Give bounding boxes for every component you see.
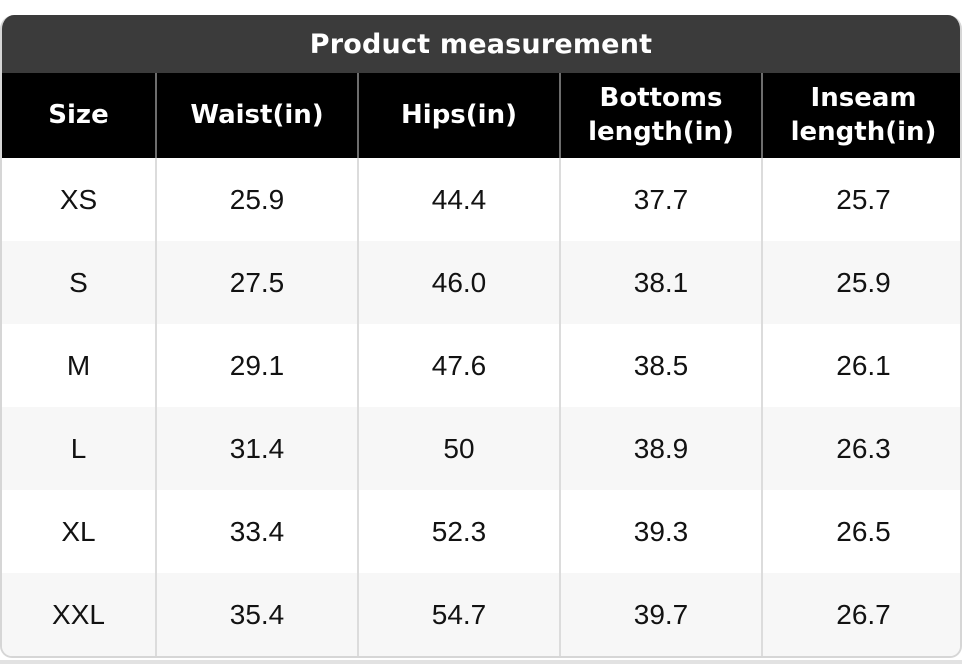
table-row: XXL 35.4 54.7 39.7 26.7 (2, 573, 960, 656)
table-cell: 38.9 (559, 407, 762, 490)
size-cell: S (2, 241, 156, 324)
table-cell: 31.4 (155, 407, 358, 490)
column-header-size: Size (2, 73, 156, 158)
table-title-bar: Product measurement (2, 15, 960, 73)
column-header-waist: Waist(in) (155, 73, 358, 158)
column-header-hips: Hips(in) (357, 73, 560, 158)
table-cell: 27.5 (155, 241, 358, 324)
column-header-bottoms-length: Bottoms length(in) (559, 73, 762, 158)
header-row: Size Waist(in) Hips(in) Bottoms length(i… (2, 73, 960, 158)
table-cell: 52.3 (357, 490, 560, 573)
table-row: XL 33.4 52.3 39.3 26.5 (2, 490, 960, 573)
next-section-edge (0, 660, 962, 664)
table-cell: 54.7 (357, 573, 560, 656)
table-cell: 25.7 (761, 158, 960, 241)
table-cell: 26.1 (761, 324, 960, 407)
table-row: XS 25.9 44.4 37.7 25.7 (2, 158, 960, 241)
size-cell: XXL (2, 573, 156, 656)
table-cell: 44.4 (357, 158, 560, 241)
column-header-inseam-length: Inseam length(in) (761, 73, 960, 158)
table-cell: 25.9 (155, 158, 358, 241)
table-cell: 26.3 (761, 407, 960, 490)
size-cell: M (2, 324, 156, 407)
table-cell: 46.0 (357, 241, 560, 324)
table-cell: 39.7 (559, 573, 762, 656)
table-cell: 38.5 (559, 324, 762, 407)
table-row: S 27.5 46.0 38.1 25.9 (2, 241, 960, 324)
table-cell: 37.7 (559, 158, 762, 241)
table-cell: 29.1 (155, 324, 358, 407)
size-cell: XS (2, 158, 156, 241)
table-cell: 26.7 (761, 573, 960, 656)
size-cell: L (2, 407, 156, 490)
table-cell: 26.5 (761, 490, 960, 573)
table-cell: 47.6 (357, 324, 560, 407)
table-cell: 33.4 (155, 490, 358, 573)
table-cell: 38.1 (559, 241, 762, 324)
product-measurement-card: Product measurement Size Waist(in) Hips(… (0, 15, 962, 658)
table-cell: 50 (357, 407, 560, 490)
size-cell: XL (2, 490, 156, 573)
table-cell: 35.4 (155, 573, 358, 656)
table-title: Product measurement (309, 28, 653, 60)
table-row: L 31.4 50 38.9 26.3 (2, 407, 960, 490)
table-row: M 29.1 47.6 38.5 26.1 (2, 324, 960, 407)
measurement-table: Size Waist(in) Hips(in) Bottoms length(i… (2, 73, 960, 656)
table-cell: 25.9 (761, 241, 960, 324)
table-cell: 39.3 (559, 490, 762, 573)
